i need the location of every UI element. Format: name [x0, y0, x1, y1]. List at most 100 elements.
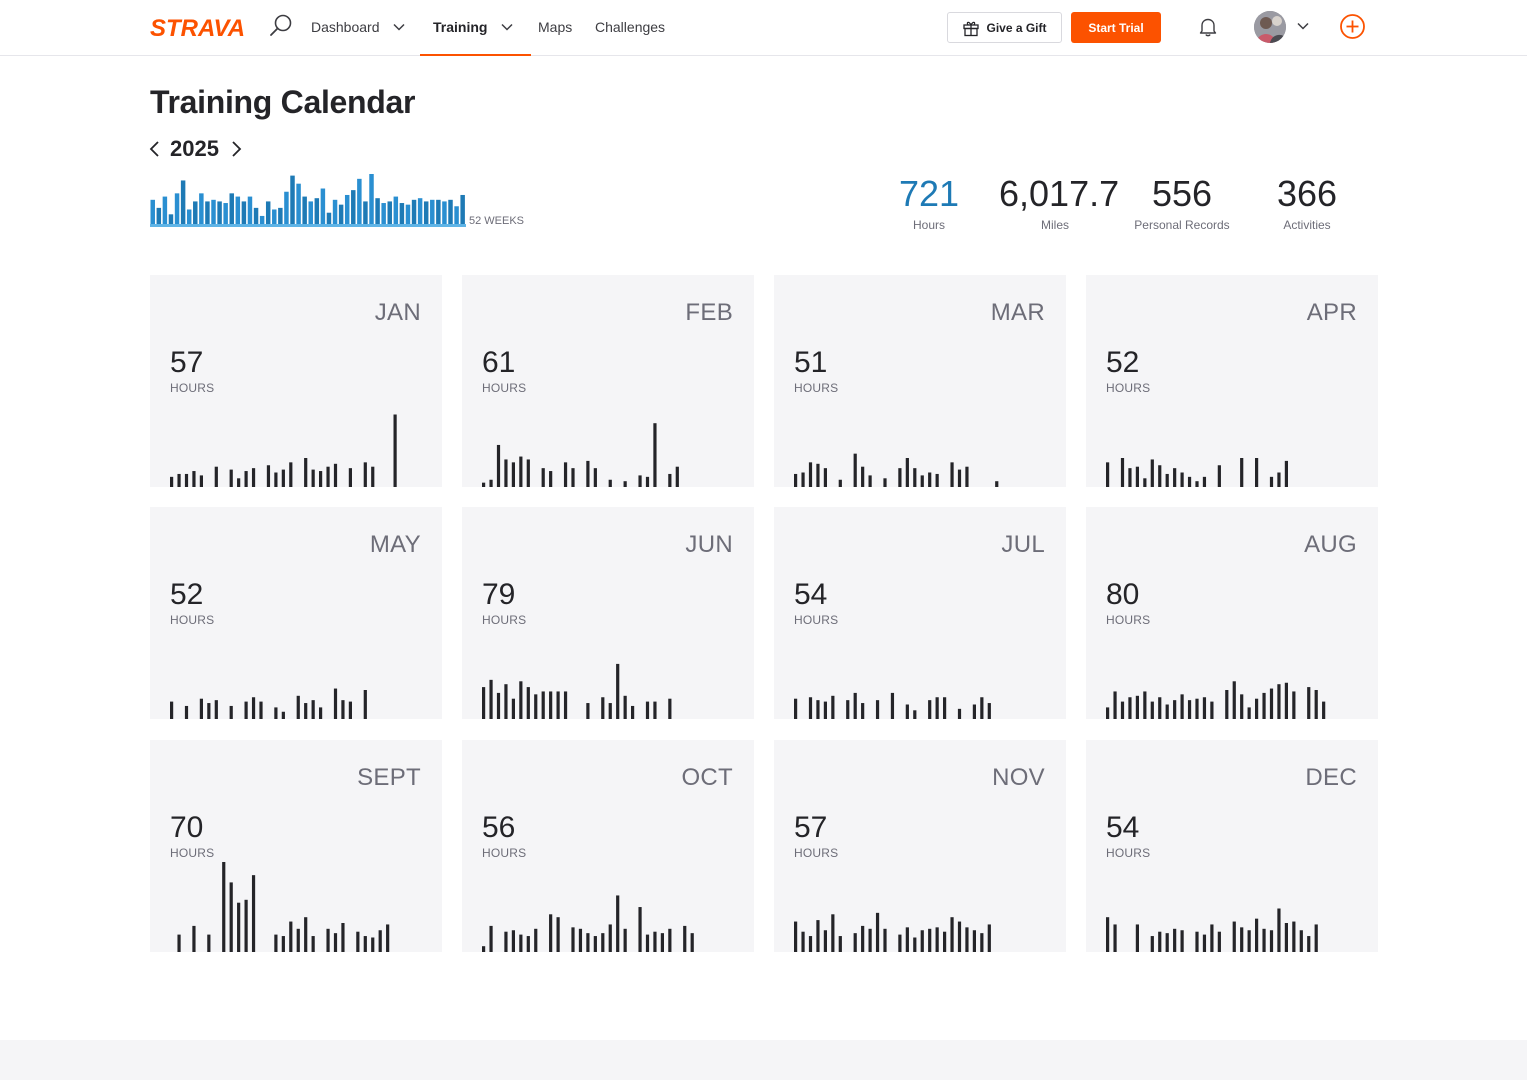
day-bar: [920, 930, 924, 952]
week-bar: [308, 201, 313, 224]
month-hours-unit: HOURS: [794, 381, 839, 395]
month-card-sept[interactable]: SEPT 70 HOURS: [150, 740, 442, 952]
chevron-left-icon[interactable]: [148, 140, 162, 158]
day-bar: [556, 691, 560, 719]
day-bar: [1247, 707, 1251, 719]
week-bar: [205, 201, 210, 224]
month-activity-bars: [1106, 908, 1318, 952]
month-card-may[interactable]: MAY 52 HOURS: [150, 507, 442, 719]
day-bar: [578, 928, 583, 952]
day-bar: [1277, 684, 1281, 719]
month-hours: 57: [170, 346, 204, 379]
chevron-down-icon: [393, 24, 405, 31]
day-bar: [913, 937, 917, 952]
day-bar: [199, 698, 203, 719]
month-card-apr[interactable]: APR 52 HOURS: [1086, 275, 1378, 487]
day-bar: [808, 936, 813, 952]
day-bar: [386, 924, 390, 952]
day-bar: [875, 912, 880, 952]
day-bar: [1314, 924, 1318, 952]
day-bar: [571, 468, 575, 487]
chevron-down-icon[interactable]: [1297, 22, 1309, 30]
day-bar: [259, 701, 263, 719]
month-name: MAY: [369, 531, 421, 558]
nav-maps[interactable]: Maps: [538, 0, 572, 54]
start-trial-button[interactable]: Start Trial: [1071, 12, 1161, 43]
month-hours: 61: [482, 346, 516, 379]
day-bar: [690, 933, 694, 952]
nav-dashboard[interactable]: Dashboard: [311, 0, 405, 54]
day-bar: [593, 936, 597, 952]
day-bar: [526, 459, 530, 487]
day-bar: [534, 928, 538, 952]
nav-challenges[interactable]: Challenges: [595, 0, 665, 54]
month-name: AUG: [1304, 531, 1357, 558]
give-gift-button[interactable]: Give a Gift: [947, 12, 1062, 43]
day-bar: [965, 927, 969, 952]
day-bar: [1292, 691, 1296, 719]
month-card-oct[interactable]: OCT 56 HOURS: [462, 740, 754, 952]
strava-logo[interactable]: STRAVA: [150, 13, 246, 41]
day-bar: [504, 931, 508, 952]
plus-circle-icon[interactable]: [1339, 13, 1366, 40]
day-bar: [348, 701, 352, 719]
month-activity-bars: [794, 912, 991, 952]
day-bar: [957, 921, 962, 952]
nav-challenges-label: Challenges: [595, 19, 666, 35]
day-bar: [1173, 700, 1177, 719]
week-bar: [332, 199, 338, 224]
day-bar: [274, 472, 278, 487]
day-bar: [482, 946, 486, 952]
month-card-jun[interactable]: JUN 79 HOURS: [462, 507, 754, 719]
month-name: OCT: [681, 764, 733, 791]
day-bar: [563, 462, 568, 487]
day-bar: [304, 458, 308, 487]
week-bar: [186, 209, 192, 224]
month-card-dec[interactable]: DEC 54 HOURS: [1086, 740, 1378, 952]
bell-icon[interactable]: [1196, 15, 1220, 39]
week-bar: [168, 214, 174, 224]
day-bar: [846, 700, 850, 719]
day-bar: [683, 925, 687, 952]
month-hours: 54: [1106, 811, 1140, 844]
day-bar: [1106, 462, 1110, 487]
day-bar: [831, 695, 835, 719]
day-bar: [823, 930, 827, 952]
day-bar: [1150, 701, 1154, 719]
search-icon[interactable]: [268, 13, 294, 39]
day-bar: [883, 928, 887, 952]
chevron-right-icon[interactable]: [229, 140, 243, 158]
avatar[interactable]: [1254, 11, 1286, 43]
day-bar: [920, 475, 924, 487]
day-bar: [905, 458, 909, 487]
nav-training[interactable]: Training: [420, 0, 532, 56]
week-bar: [193, 201, 198, 224]
day-bar: [1299, 930, 1303, 952]
week-bar: [150, 199, 155, 224]
week-bar: [314, 198, 320, 224]
day-bar: [1113, 691, 1117, 719]
day-bar: [586, 703, 590, 719]
week-bar: [265, 201, 271, 224]
day-bar: [794, 921, 798, 952]
month-card-jan[interactable]: JAN 57 HOURS: [150, 275, 442, 487]
month-card-aug[interactable]: AUG 80 HOURS: [1086, 507, 1378, 719]
day-bar: [987, 924, 991, 952]
month-name: MAR: [990, 299, 1045, 326]
month-card-nov[interactable]: NOV 57 HOURS: [774, 740, 1066, 952]
day-bar: [244, 701, 248, 719]
day-bar: [928, 700, 932, 719]
day-bar: [1180, 694, 1184, 719]
month-card-jul[interactable]: JUL 54 HOURS: [774, 507, 1066, 719]
day-bar: [1165, 933, 1169, 952]
month-activity-bars: [1106, 458, 1288, 487]
day-bar: [1225, 690, 1229, 719]
day-bar: [333, 933, 338, 952]
day-bar: [608, 703, 612, 719]
month-card-mar[interactable]: MAR 51 HOURS: [774, 275, 1066, 487]
day-bar: [504, 459, 508, 487]
month-card-feb[interactable]: FEB 61 HOURS: [462, 275, 754, 487]
stat-miles-value: 6,017.7: [999, 173, 1120, 214]
month-activity-bars: [482, 895, 694, 952]
week-bar: [272, 209, 277, 224]
